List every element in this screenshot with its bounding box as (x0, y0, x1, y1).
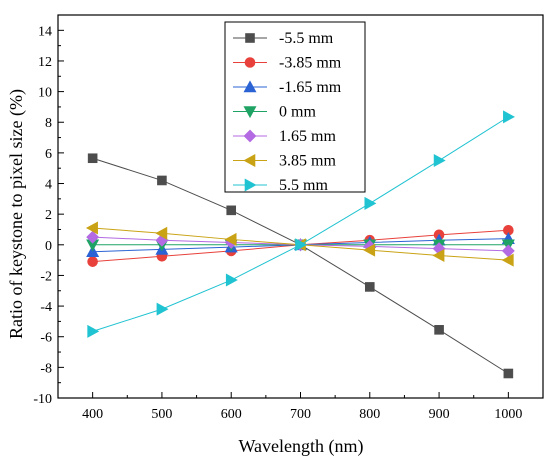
legend-label: -3.85 mm (279, 55, 342, 72)
data-point (363, 243, 376, 257)
data-point (86, 230, 100, 244)
legend-label: 1.65 mm (279, 128, 336, 145)
y-tick-label: -2 (40, 269, 52, 284)
legend-label: 0 mm (279, 104, 316, 121)
data-point (225, 273, 238, 287)
y-tick-label: 10 (38, 86, 52, 101)
y-tick-label: 6 (45, 147, 52, 162)
legend-marker (243, 106, 257, 119)
data-point (224, 232, 237, 246)
y-tick-label: 14 (38, 24, 52, 39)
x-tick-label: 800 (359, 407, 380, 422)
axes: 400 500 600 700 800 900 1000 -10 -8 -6 -4 -2 0 2 4 6 8 10… (33, 14, 544, 422)
data-point (364, 196, 377, 210)
x-tick-label: 600 (221, 407, 242, 422)
y-tick-label: -4 (40, 300, 52, 315)
y-tick-label: 2 (45, 208, 52, 223)
legend-label: -1.65 mm (279, 79, 342, 96)
y-tick-label: -8 (40, 361, 52, 376)
legend-label: 5.5 mm (279, 177, 328, 194)
data-point (503, 368, 514, 379)
data-point (503, 110, 515, 124)
x-tick-label: 700 (290, 407, 311, 422)
data-point (157, 175, 167, 186)
data-point (434, 325, 444, 335)
legend: -5.5 mm -3.85 mm -1.65 mm 0 mm 1.65 mm 3.85 m… (224, 21, 366, 194)
data-point (433, 154, 446, 168)
legend-label: -5.5 mm (279, 30, 334, 47)
y-tick-label: 0 (45, 239, 52, 254)
data-point (87, 256, 98, 267)
data-point (86, 221, 98, 235)
x-tick-label: 400 (82, 407, 103, 422)
legend-label: 3.85 mm (279, 153, 336, 170)
x-tick-label: 500 (151, 407, 172, 422)
data-point (226, 205, 237, 216)
data-point (87, 153, 98, 164)
y-tick-label: 4 (45, 178, 52, 193)
legend-marker (243, 80, 257, 93)
x-tick-label: 1000 (494, 407, 522, 422)
y-tick-label: 12 (38, 55, 52, 70)
legend-marker (244, 178, 257, 192)
plot-area (86, 110, 515, 379)
data-point (156, 302, 169, 316)
x-tick-label: 900 (429, 407, 450, 422)
y-tick-label: -10 (33, 392, 52, 407)
data-point (364, 282, 375, 292)
y-tick-label: 8 (45, 116, 52, 131)
x-axis-title: Wavelength (nm) (238, 436, 363, 457)
legend-marker (243, 153, 256, 168)
legend-marker (243, 129, 257, 143)
y-tick-label: -6 (40, 331, 52, 346)
legend-marker (244, 57, 256, 68)
legend-marker (245, 33, 255, 43)
data-point (295, 238, 308, 252)
data-point (501, 253, 514, 267)
data-point (155, 226, 168, 240)
y-axis-title: Ratio of keystone to pixel size (%) (6, 89, 27, 339)
data-point (87, 324, 100, 338)
data-point (432, 249, 445, 263)
